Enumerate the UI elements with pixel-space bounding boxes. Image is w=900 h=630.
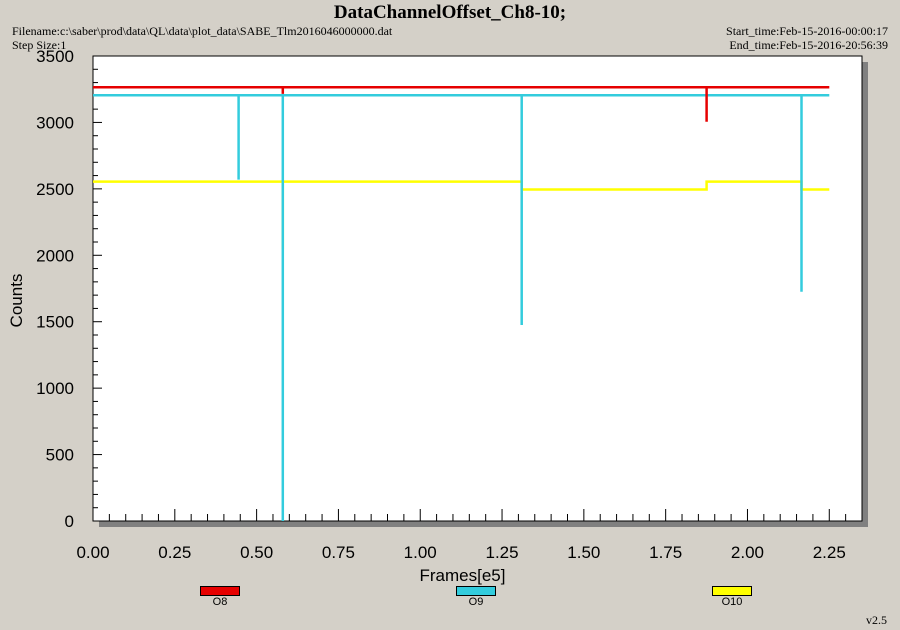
y-tick-label: 2500: [36, 180, 74, 199]
x-tick-label: 0.50: [240, 543, 273, 562]
x-tick-label: 2.25: [813, 543, 846, 562]
legend-swatch-o9: [456, 586, 496, 596]
x-axis-label: Frames[e5]: [420, 566, 506, 585]
y-tick-label: 1500: [36, 313, 74, 332]
x-tick-label: 1.50: [567, 543, 600, 562]
x-tick-label: 0.25: [158, 543, 191, 562]
legend-label-o9: O9: [468, 596, 484, 608]
x-tick-label: 1.00: [404, 543, 437, 562]
y-tick-label: 0: [65, 512, 74, 531]
y-tick-label: 3000: [36, 113, 74, 132]
chart-title: DataChannelOffset_Ch8-10;: [333, 2, 567, 23]
plot-area: [92, 55, 863, 522]
legend-item-o8: O8: [190, 586, 250, 608]
series-line-o8: [93, 85, 830, 122]
legend-label-o10: O10: [721, 596, 743, 608]
legend-item-o9: O9: [446, 586, 506, 608]
y-tick-label: 500: [46, 446, 74, 465]
legend-label-o8: O8: [212, 596, 228, 608]
legend-item-o10: O10: [702, 586, 762, 608]
start-time-label: Start_time:Feb-15-2016-00:00:17: [726, 24, 888, 38]
x-tick-label: 1.25: [485, 543, 518, 562]
legend-swatch-o10: [712, 586, 752, 596]
step-size-label: Step Size:1: [12, 38, 67, 52]
y-axis-label: Counts: [7, 274, 26, 328]
x-tick-label: 1.75: [649, 543, 682, 562]
x-tick-label: 2.00: [731, 543, 764, 562]
legend-swatch-o8: [200, 586, 240, 596]
y-tick-label: 1000: [36, 379, 74, 398]
x-tick-label: 0.75: [322, 543, 355, 562]
version-label: v2.5: [866, 613, 887, 627]
x-tick-label: 0.00: [76, 543, 109, 562]
y-tick-label: 2000: [36, 246, 74, 265]
filename-label: Filename:c:\saber\prod\data\QL\data\plot…: [12, 24, 393, 38]
y-tick-label: 3500: [36, 47, 74, 66]
series-line-o9: [93, 93, 830, 521]
end-time-label: End_time:Feb-15-2016-20:56:39: [729, 38, 888, 52]
